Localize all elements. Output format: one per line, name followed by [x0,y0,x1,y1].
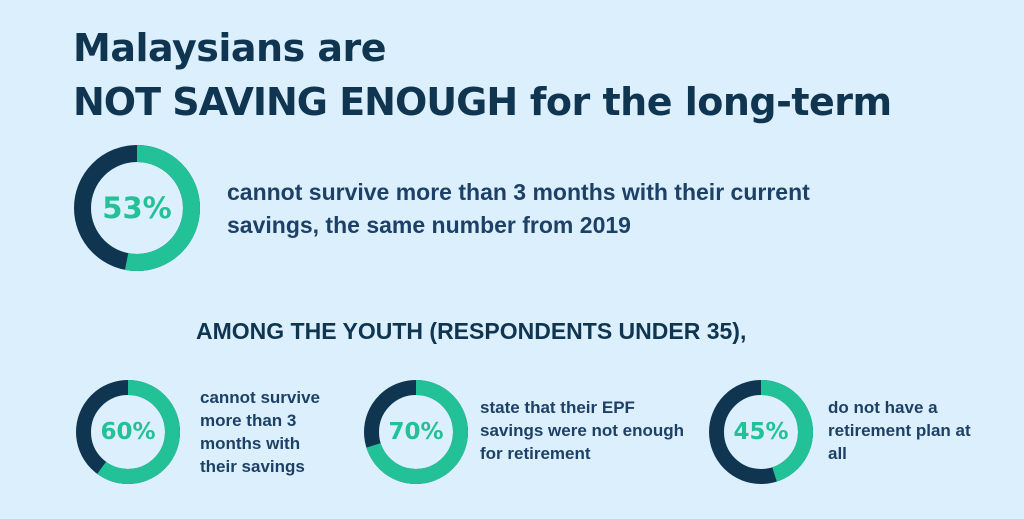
main-stat-donut: 53% [74,145,200,271]
youth-stat-ring-1 [76,380,180,484]
youth-stat-percent-1: 60% [100,419,156,445]
youth-stat-donut-1: 60% [76,380,180,484]
ring-percent-arc [364,380,468,484]
main-stat-description: cannot survive more than 3 months with t… [227,179,810,238]
ring-percent-arc [74,145,200,271]
youth-stat-description-3: do not have a retirement plan at all [828,398,971,463]
youth-stat-description-2: state that their EPF savings were not en… [480,398,685,463]
youth-stat-donut-3: 45% [709,380,813,484]
youth-stat-description-1: cannot survive more than 3 months with t… [200,388,320,476]
youth-heading: AMONG THE YOUTH (RESPONDENTS UNDER 35), [196,318,747,344]
page-title-line1: Malaysians are [73,26,387,70]
main-stat-percent: 53% [102,191,172,225]
youth-stat-percent-3: 45% [733,419,789,445]
page-title-rest: for the long-term [517,80,892,124]
youth-stat-percent-2: 70% [388,419,444,445]
ring-percent-arc [709,380,813,484]
page-title-emphasis: NOT SAVING ENOUGH [73,80,518,124]
main-stat-ring [74,145,200,271]
page-title-line2: NOT SAVING ENOUGH for the long-term [73,80,892,124]
ring-percent-arc [76,380,180,484]
youth-stat-ring-2 [364,380,468,484]
youth-stat-donut-2: 70% [364,380,468,484]
youth-stat-ring-3 [709,380,813,484]
